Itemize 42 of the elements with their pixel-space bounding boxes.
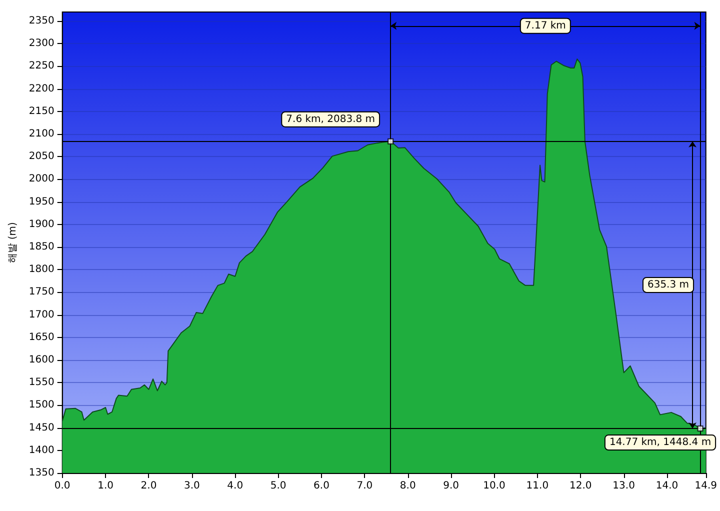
x-tick-label: 9.0	[443, 480, 460, 492]
x-tick-label: 10.0	[483, 480, 506, 492]
x-tick-label: 12.0	[569, 480, 592, 492]
x-tick-label: 14.9	[694, 480, 717, 492]
x-tick-label: 2.0	[140, 480, 157, 492]
y-tick-label: 1350	[28, 468, 54, 478]
y-tick-label: 1750	[28, 286, 54, 298]
x-tick-label: 6.0	[314, 480, 330, 492]
x-tick-label: 13.0	[612, 480, 635, 492]
y-tick-label: 1850	[28, 242, 54, 253]
y-tick-label: 1900	[28, 218, 54, 230]
y-tick-label: 2300	[28, 38, 54, 50]
y-tick-label: 2150	[28, 106, 54, 117]
x-tick-label: 14.0	[656, 480, 678, 492]
y-tick-label: 2000	[28, 174, 54, 185]
y-tick-label: 1550	[28, 377, 54, 388]
annotation: 7.17 km	[524, 20, 566, 32]
y-axis-title: 해발 (m)	[8, 222, 18, 263]
y-tick-label: 2200	[28, 83, 54, 94]
y-tick-label: 2100	[28, 128, 54, 140]
y-tick-label: 1500	[28, 400, 54, 411]
y-tick-label: 2050	[28, 151, 54, 162]
x-tick-label: 5.0	[270, 480, 286, 492]
x-tick-label: 11.0	[526, 480, 549, 492]
y-tick-label: 1700	[28, 309, 54, 320]
annotation: 635.3 m	[647, 279, 690, 290]
annotation: 7.6 km, 2083.8 m	[286, 114, 376, 125]
annotation: 14.77 km, 1448.4 m	[609, 437, 712, 448]
x-tick-label: 1.0	[98, 480, 114, 492]
y-tick-label: 1950	[28, 196, 54, 208]
y-tick-label: 1450	[28, 422, 54, 434]
x-tick-label: 7.0	[356, 480, 373, 492]
y-tick-label: 2350	[28, 16, 54, 27]
y-tick-label: 1400	[28, 444, 54, 456]
x-tick-label: 4.0	[227, 480, 244, 492]
x-tick-label: 0.0	[54, 480, 70, 492]
y-tick-label: 1650	[28, 332, 54, 343]
x-tick-label: 8.0	[400, 480, 416, 492]
x-tick-label: 3.0	[184, 480, 200, 492]
y-tick-label: 2250	[28, 60, 54, 72]
y-tick-label: 1800	[28, 264, 54, 276]
y-tick-label: 1600	[28, 354, 54, 366]
